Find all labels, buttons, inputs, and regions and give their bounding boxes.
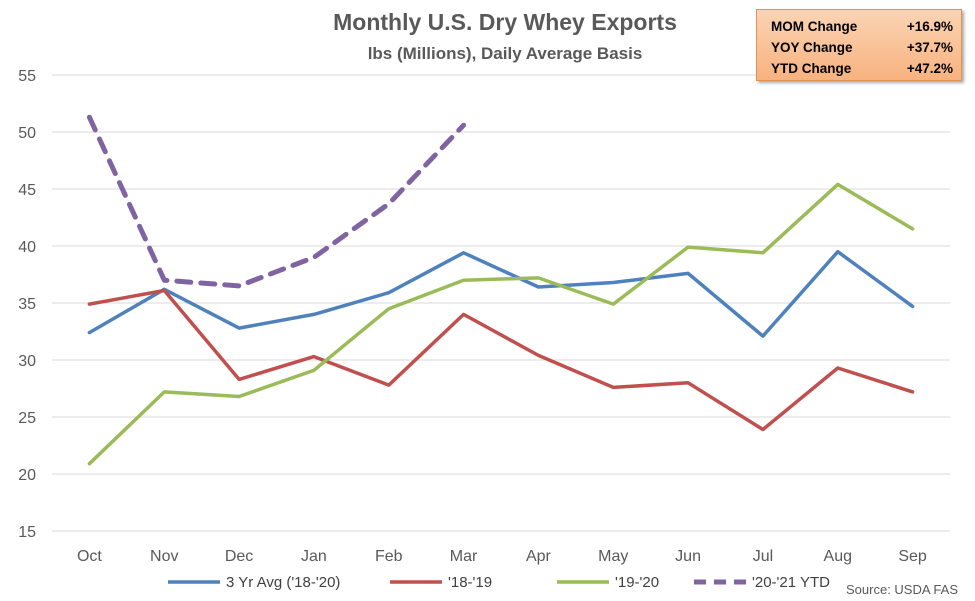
x-tick-label: Feb — [375, 548, 403, 565]
y-tick-label: 20 — [18, 467, 36, 484]
series-lines — [86, 114, 915, 466]
y-tick-label: 50 — [18, 125, 36, 142]
series-line-0 — [87, 249, 915, 338]
legend-label: '19-'20 — [615, 574, 659, 591]
stat-value: +47.2% — [906, 61, 953, 76]
y-tick-label: 30 — [18, 353, 36, 370]
stat-label: MOM Change — [771, 19, 858, 34]
series-line-1 — [87, 288, 915, 432]
x-tick-label: Oct — [77, 548, 102, 565]
stat-row-ytd: YTD Change +47.2% — [771, 58, 953, 79]
series-line-3 — [86, 114, 467, 289]
x-axis-ticks: Oct Nov Dec Jan Feb Mar Apr May Jun Jul Aug Sep — [77, 548, 927, 565]
legend: 3 Yr Avg ('18-'20) '18-'19 '19-'20 '20-'21 … — [168, 574, 830, 591]
x-tick-label: Jan — [301, 548, 327, 565]
stat-value: +16.9% — [906, 19, 953, 34]
legend-label: 3 Yr Avg ('18-'20) — [226, 574, 340, 591]
y-tick-label: 55 — [18, 68, 36, 85]
stat-label: YTD Change — [771, 61, 852, 76]
y-tick-label: 45 — [18, 182, 36, 199]
stats-box: MOM Change +16.9% YOY Change +37.7% YTD … — [756, 9, 962, 81]
legend-label: '20-'21 YTD — [752, 574, 830, 591]
chart-title: Monthly U.S. Dry Whey Exports — [333, 9, 677, 35]
x-tick-label: Aug — [824, 548, 852, 565]
x-tick-label: Sep — [898, 548, 927, 565]
stat-row-mom: MOM Change +16.9% — [771, 16, 953, 37]
x-tick-label: Nov — [150, 548, 178, 565]
gridlines — [52, 74, 950, 532]
y-tick-label: 25 — [18, 410, 36, 427]
legend-label: '18-'19 — [448, 574, 492, 591]
y-axis-ticks: 15 20 25 30 35 40 45 50 55 — [18, 68, 36, 541]
y-tick-label: 35 — [18, 296, 36, 313]
x-tick-label: Jul — [753, 548, 773, 565]
chart-subtitle: lbs (Millions), Daily Average Basis — [368, 44, 643, 63]
x-tick-label: Dec — [225, 548, 253, 565]
x-tick-label: May — [598, 548, 628, 565]
stat-row-yoy: YOY Change +37.7% — [771, 37, 953, 58]
source-note: Source: USDA FAS — [846, 582, 958, 597]
x-tick-label: Jun — [675, 548, 701, 565]
x-tick-label: Apr — [526, 548, 552, 565]
series-line-2 — [87, 182, 915, 466]
y-tick-label: 15 — [18, 524, 36, 541]
x-tick-label: Mar — [450, 548, 478, 565]
stat-value: +37.7% — [906, 40, 953, 55]
stat-label: YOY Change — [771, 40, 853, 55]
y-tick-label: 40 — [18, 239, 36, 256]
